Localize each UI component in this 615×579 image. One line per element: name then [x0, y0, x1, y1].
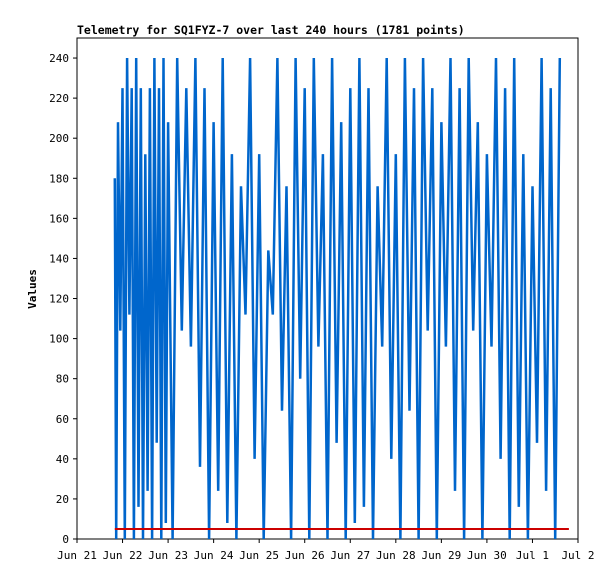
y-tick-label: 180: [49, 172, 69, 185]
y-tick-label: 60: [56, 413, 69, 426]
x-tick-label: Jun 29: [421, 549, 461, 562]
y-tick-label: 240: [49, 52, 69, 65]
y-tick-label: 100: [49, 333, 69, 346]
y-tick-label: 120: [49, 293, 69, 306]
y-tick-label: 160: [49, 212, 69, 225]
x-tick-label: Jul 1: [516, 549, 549, 562]
x-tick-label: Jun 27: [330, 549, 370, 562]
y-tick-label: 20: [56, 493, 69, 506]
x-tick-label: Jul 2: [561, 549, 594, 562]
y-tick-label: 200: [49, 132, 69, 145]
x-tick-label: Jun 30: [467, 549, 507, 562]
x-tick-label: Jun 26: [285, 549, 325, 562]
x-tick-label: Jun 23: [148, 549, 188, 562]
y-axis-label: Values: [26, 269, 39, 309]
y-tick-label: 40: [56, 453, 69, 466]
x-tick-label: Jun 22: [103, 549, 143, 562]
x-tick-label: Jun 21: [57, 549, 97, 562]
y-tick-label: 220: [49, 92, 69, 105]
x-tick-label: Jun 28: [376, 549, 416, 562]
y-tick-label: 80: [56, 373, 69, 386]
y-tick-label: 0: [62, 533, 69, 546]
x-tick-label: Jun 24: [194, 549, 234, 562]
y-tick-label: 140: [49, 252, 69, 265]
series-line-telemetry: [113, 57, 562, 540]
x-axis-ticks: Jun 21 Jun 22 Jun 23 Jun 24 Jun 25 Jun 26 Jun …: [57, 539, 595, 562]
x-tick-label: Jun 25: [239, 549, 279, 562]
series-lines: [113, 57, 569, 540]
chart-title: Telemetry for SQ1FYZ-7 over last 240 hou…: [77, 23, 465, 37]
y-axis-ticks: 0 20 40 60 80 100 120 140 160 180 200 220 240: [49, 52, 77, 546]
